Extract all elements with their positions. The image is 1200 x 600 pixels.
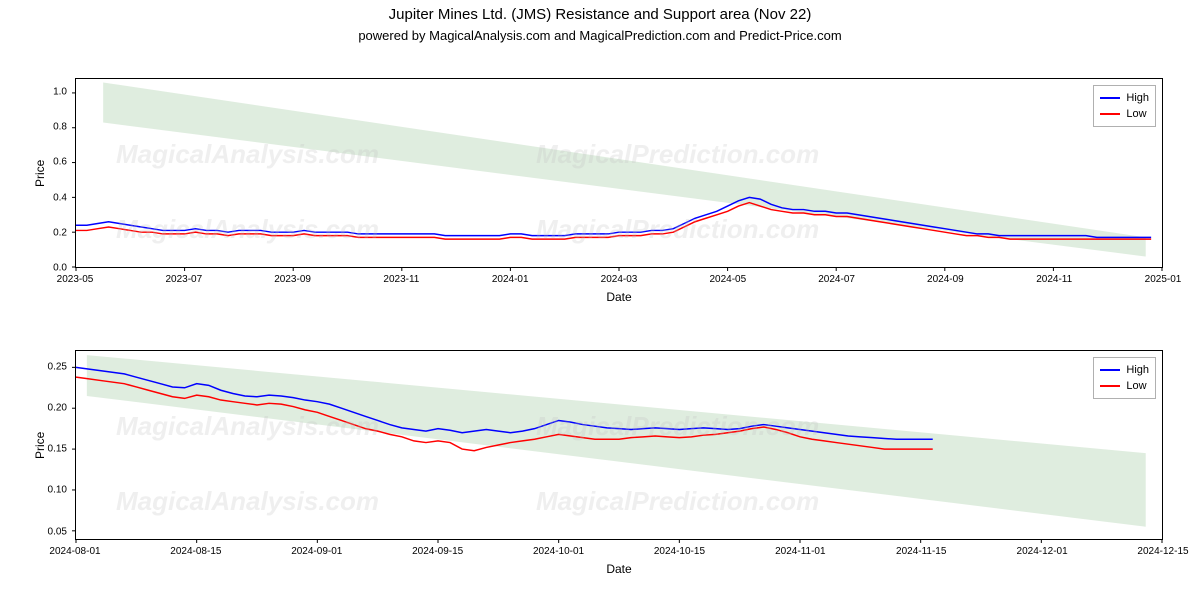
legend-label: High xyxy=(1126,90,1149,106)
top-chart-svg xyxy=(76,79,1162,267)
xtick-label: 2024-09-15 xyxy=(412,546,463,557)
bottom-chart-svg xyxy=(76,351,1162,539)
xtick-label: 2024-12-15 xyxy=(1137,546,1188,557)
xtick-label: 2023-05 xyxy=(57,274,94,285)
chart-title: Jupiter Mines Ltd. (JMS) Resistance and … xyxy=(0,6,1200,23)
figure: Jupiter Mines Ltd. (JMS) Resistance and … xyxy=(0,0,1200,600)
y-axis-label: Price xyxy=(33,160,47,187)
bottom-chart-panel: MagicalAnalysis.com MagicalPrediction.co… xyxy=(75,350,1163,540)
xtick-label: 2025-01 xyxy=(1145,274,1182,285)
y-axis-label: Price xyxy=(33,432,47,459)
legend-swatch-high xyxy=(1100,369,1120,371)
x-axis-label: Date xyxy=(75,562,1163,576)
legend-label: Low xyxy=(1126,378,1146,394)
top-chart-panel: MagicalAnalysis.com MagicalPrediction.co… xyxy=(75,78,1163,268)
xtick-label: 2024-10-01 xyxy=(533,546,584,557)
xtick-label: 2024-11-15 xyxy=(896,546,946,557)
legend-swatch-low xyxy=(1100,385,1120,387)
xtick-label: 2024-08-15 xyxy=(170,546,221,557)
legend-swatch-high xyxy=(1100,97,1120,99)
legend-item-high: High xyxy=(1100,362,1149,378)
xtick-label: 2024-10-15 xyxy=(654,546,705,557)
xtick-label: 2023-07 xyxy=(165,274,202,285)
xtick-label: 2024-11 xyxy=(1036,274,1072,285)
xtick-label: 2023-11 xyxy=(383,274,419,285)
xtick-label: 2024-01 xyxy=(492,274,529,285)
xtick-label: 2024-09 xyxy=(927,274,964,285)
xtick-label: 2024-05 xyxy=(709,274,746,285)
xtick-label: 2024-08-01 xyxy=(49,546,100,557)
xtick-label: 2024-07 xyxy=(818,274,855,285)
legend-item-low: Low xyxy=(1100,378,1149,394)
xtick-label: 2023-09 xyxy=(274,274,311,285)
xtick-label: 2024-11-01 xyxy=(775,546,825,557)
legend-label: Low xyxy=(1126,106,1146,122)
legend-item-low: Low xyxy=(1100,106,1149,122)
xtick-label: 2024-03 xyxy=(601,274,638,285)
legend: High Low xyxy=(1093,357,1156,399)
xtick-label: 2024-09-01 xyxy=(291,546,342,557)
x-axis-label: Date xyxy=(75,290,1163,304)
legend-label: High xyxy=(1126,362,1149,378)
xtick-label: 2024-12-01 xyxy=(1017,546,1068,557)
legend-item-high: High xyxy=(1100,90,1149,106)
chart-subtitle: powered by MagicalAnalysis.com and Magic… xyxy=(0,28,1200,43)
legend: High Low xyxy=(1093,85,1156,127)
legend-swatch-low xyxy=(1100,113,1120,115)
